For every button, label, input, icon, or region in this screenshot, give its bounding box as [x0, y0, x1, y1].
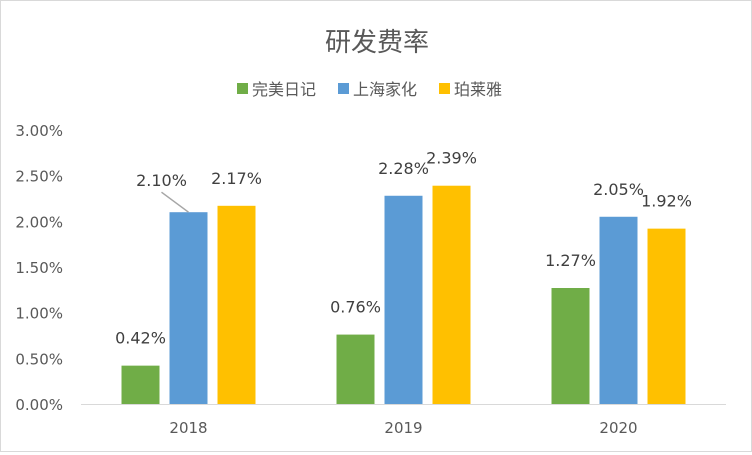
y-tick-label: 0.50%: [15, 350, 63, 368]
legend-label: 完美日记: [252, 80, 316, 99]
bar: [432, 185, 471, 404]
legend-label: 上海家化: [353, 80, 417, 99]
legend-label: 珀莱雅: [454, 80, 502, 99]
y-tick-label: 0.00%: [15, 396, 63, 414]
bar: [121, 365, 160, 404]
data-label: 1.27%: [545, 251, 596, 270]
y-tick-label: 1.00%: [15, 305, 63, 323]
x-tick-label: 2018: [169, 419, 207, 437]
bar: [384, 195, 423, 404]
data-label: 1.92%: [641, 192, 692, 211]
y-tick-label: 2.00%: [15, 213, 63, 231]
bar: [599, 216, 638, 404]
x-tick-label: 2019: [384, 419, 422, 437]
bars: 0.42% 0.76% 1.27% 2.10% 2.28% 2.05% 2.17% 2.39%…: [115, 149, 692, 404]
data-label: 2.39%: [426, 149, 477, 168]
data-label: 0.42%: [115, 329, 166, 348]
x-tick-label: 2020: [599, 419, 637, 437]
y-tick-label: 2.50%: [15, 168, 63, 186]
data-label: 2.28%: [378, 159, 429, 178]
bar: [647, 228, 686, 404]
bar: [169, 212, 208, 404]
data-label: 2.17%: [211, 169, 262, 188]
x-axis: 2018 2019 2020: [81, 404, 726, 437]
y-axis: 0.00% 0.50% 1.00% 1.50% 2.00% 2.50% 3.00%: [15, 122, 63, 414]
legend-swatch: [237, 83, 248, 94]
legend: 完美日记 上海家化 珀莱雅: [237, 80, 502, 99]
bar: [217, 205, 256, 404]
legend-swatch: [439, 83, 450, 94]
data-label: 2.05%: [593, 180, 644, 199]
y-tick-label: 3.00%: [15, 122, 63, 140]
y-tick-label: 1.50%: [15, 259, 63, 277]
legend-swatch: [338, 83, 349, 94]
data-label: 2.10%: [136, 171, 187, 190]
data-label: 0.76%: [330, 298, 381, 317]
chart-title: 研发费率: [325, 28, 429, 58]
bar: [336, 334, 375, 404]
bar: [551, 288, 590, 404]
leader-line: [161, 191, 189, 213]
